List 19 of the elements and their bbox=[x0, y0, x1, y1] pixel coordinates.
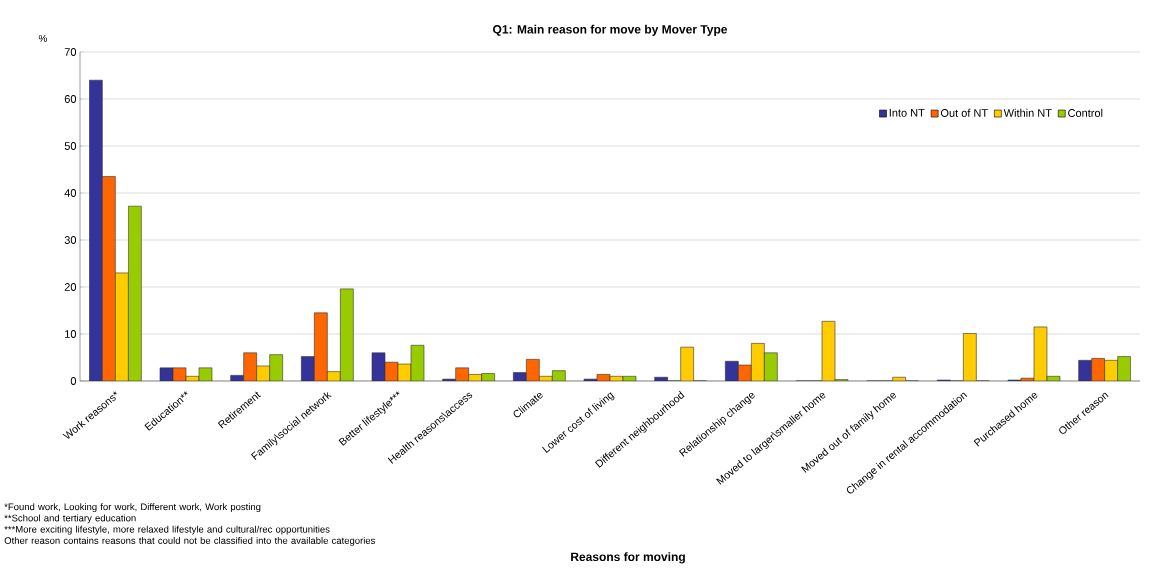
legend-label: Within NT bbox=[1003, 108, 1052, 117]
text: *Found work, Looking for work, Different work, Work posting bbox=[4, 503, 261, 513]
legend-label: Into NT bbox=[889, 109, 925, 117]
y-tick-label: 50 bbox=[64, 142, 77, 150]
text: Other reason contains reasons that could not be classified into the available categories bbox=[4, 536, 376, 546]
y-tick-label: 30 bbox=[64, 236, 77, 244]
y-tick-label: 70 bbox=[64, 48, 77, 56]
y-tick-label: 20 bbox=[64, 283, 77, 291]
y-tick-label: 0 bbox=[70, 377, 77, 385]
x-axis-title: Reasons for moving bbox=[571, 552, 685, 564]
legend-label: Out of NT bbox=[940, 108, 988, 117]
y-tick-label: 10 bbox=[65, 330, 77, 338]
text: ***More exciting lifestyle, more relaxed lifestyle and cultural/rec opportunities bbox=[4, 525, 330, 535]
chart-title: Q1: Main reason for move by Mover Type bbox=[493, 24, 728, 36]
text: **School and tertiary education bbox=[4, 514, 136, 524]
y-tick-label: 40 bbox=[64, 189, 77, 197]
legend-label: Control bbox=[1068, 108, 1103, 117]
y-tick-label: 60 bbox=[64, 95, 77, 103]
y-axis-title: % bbox=[38, 34, 47, 42]
